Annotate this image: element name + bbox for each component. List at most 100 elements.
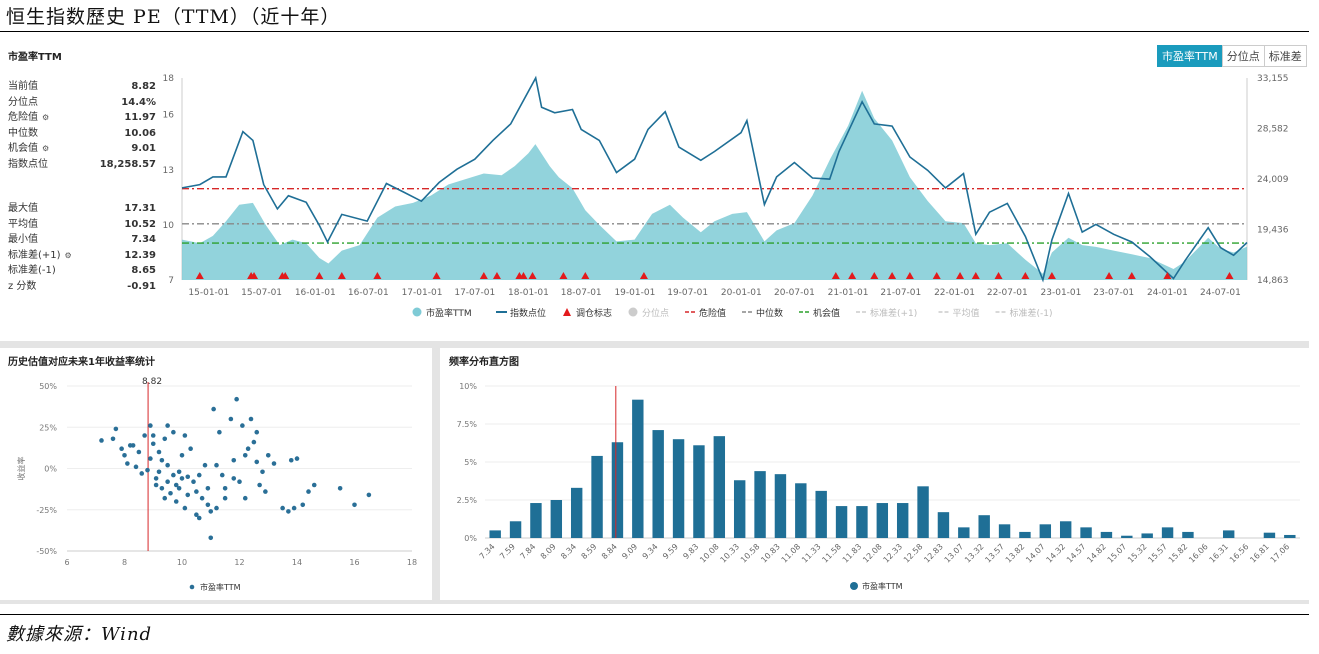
- x-tick-label: 14.57: [1065, 542, 1088, 565]
- stat-value: 11.97: [124, 112, 156, 123]
- x-tick-label: 10.33: [719, 542, 742, 565]
- settings-icon[interactable]: ⚙: [42, 113, 50, 122]
- scatter-point: [196, 472, 202, 478]
- view-toggle: 市盈率TTM 分位点 标准差: [1157, 45, 1307, 67]
- legend-label: 指数点位: [510, 307, 546, 319]
- histogram-bar: [1182, 531, 1194, 538]
- legend-label: 危险值: [699, 307, 726, 319]
- rebalance-marker: [1127, 272, 1136, 279]
- panel-divider: [432, 341, 440, 603]
- x-tick-label: 14.07: [1024, 542, 1047, 565]
- scatter-point: [366, 492, 372, 498]
- y-axis-title: 收益率: [16, 457, 26, 481]
- x-tick-label: 14: [292, 558, 302, 567]
- scatter-point: [156, 449, 162, 455]
- settings-icon[interactable]: ⚙: [42, 144, 50, 153]
- stats-summary: 当前值 8.82 分位点 14.4% 危险值 ⚙ 11.97 中位数 10.06 机会值 ⚙ 9.01…: [8, 79, 156, 172]
- histogram-bar: [1141, 533, 1153, 538]
- pe-history-chart: 18 16 13 10 7 33,155 28,582 24,009 19,436 14,863 1…: [163, 74, 1289, 319]
- y-tick-label: 5%: [464, 458, 477, 467]
- scatter-point: [173, 499, 179, 504]
- histogram-bar: [896, 503, 909, 538]
- scatter-point: [179, 453, 185, 458]
- scatter-point: [280, 505, 285, 511]
- x-tick-label: 8.09: [539, 542, 558, 561]
- stat-label: 当前值: [8, 81, 38, 92]
- scatter-point: [159, 457, 165, 463]
- stat-value: 8.82: [131, 81, 156, 92]
- x-tick-label: 10.83: [759, 542, 782, 565]
- x-tick-label: 16-07-01: [348, 288, 389, 298]
- scatter-point: [194, 489, 199, 494]
- scatter-point: [263, 489, 268, 494]
- legend-label: 标准差(-1): [1010, 307, 1053, 319]
- histogram-bar: [1019, 531, 1031, 538]
- scatter-point: [237, 479, 242, 484]
- x-tick-label: 11.83: [841, 542, 864, 565]
- frequency-histogram: 10% 7.5% 5% 2.5% 0%7.34 7.59 7.84 8.09 8.34 8.59 8…: [457, 382, 1300, 591]
- scatter-point: [194, 512, 199, 517]
- x-tick-label: 23-01-01: [1041, 288, 1082, 298]
- x-tick-label: 11.58: [820, 542, 843, 565]
- stat-value: 18,258.57: [99, 158, 156, 170]
- stat-value: 7.34: [131, 234, 156, 245]
- x-tick-label: 23-07-01: [1093, 288, 1134, 298]
- stats-distribution: 最大值 17.31 平均值 10.52 最小值 7.34 标准差(+1) ⚙ 12.39 标准差(…: [8, 201, 156, 294]
- scatter-point: [113, 426, 119, 432]
- rebalance-marker: [479, 272, 488, 279]
- histogram-bar: [978, 515, 990, 538]
- toggle-percentile[interactable]: 分位点: [1221, 45, 1265, 67]
- scatter-point: [352, 502, 357, 508]
- rebalance-marker: [492, 272, 501, 279]
- x-tick-label: 7.84: [518, 542, 537, 561]
- x-tick-label: 7.59: [498, 542, 517, 561]
- legend-swatch: [189, 584, 195, 590]
- scatter-point: [202, 462, 208, 468]
- stat-value: 17.31: [124, 203, 156, 214]
- stat-row: 指数点位 18,258.57: [8, 157, 156, 173]
- scatter-point: [231, 476, 237, 481]
- left-tick-label: 16: [163, 111, 175, 121]
- x-tick-label: 8.84: [600, 542, 619, 561]
- page-title: 恒生指数歷史 PE（TTM）（近十年）: [6, 6, 341, 28]
- rebalance-marker: [1021, 272, 1030, 279]
- legend-label: 市盈率TTM: [200, 582, 241, 592]
- rebalance-marker: [315, 272, 324, 279]
- scatter-point: [242, 453, 248, 458]
- x-tick-label: 21-07-01: [880, 288, 921, 298]
- stat-label: z 分数: [8, 280, 37, 292]
- stat-row: z 分数 -0.91: [8, 279, 156, 295]
- histogram-bar: [1284, 534, 1296, 538]
- x-tick-label: 13.07: [943, 542, 966, 565]
- scatter-point: [182, 433, 188, 438]
- rebalance-marker: [956, 272, 965, 279]
- y-tick-label: 25%: [39, 423, 57, 432]
- y-tick-label: 0%: [44, 465, 57, 474]
- right-tick-label: 28,582: [1257, 125, 1289, 135]
- stat-label: 标准差(+1) ⚙: [8, 249, 72, 261]
- scatter-point: [234, 396, 239, 402]
- rebalance-marker: [1047, 272, 1056, 279]
- scatter-point: [208, 535, 214, 541]
- scatter-point: [245, 446, 251, 451]
- legend-swatch: [412, 307, 422, 317]
- scatter-point: [142, 433, 147, 438]
- stat-value: 10.52: [124, 218, 156, 230]
- rebalance-marker: [559, 272, 568, 279]
- x-tick-label: 6: [64, 558, 69, 567]
- settings-icon[interactable]: ⚙: [64, 250, 72, 260]
- scatter-point: [222, 495, 228, 501]
- panel-bottom-bar: [0, 600, 1309, 604]
- rebalance-marker: [337, 272, 346, 279]
- right-panel-bar: [440, 341, 1309, 348]
- histogram-bar: [1121, 535, 1133, 538]
- x-tick-label: 18-01-01: [508, 288, 549, 298]
- x-tick-label: 22-01-01: [934, 288, 975, 298]
- y-tick-label: 7.5%: [457, 420, 478, 429]
- histogram-bar: [1039, 524, 1052, 538]
- scatter-point: [150, 433, 156, 438]
- toggle-pe[interactable]: 市盈率TTM: [1157, 45, 1223, 67]
- scatter-point: [110, 436, 116, 442]
- stat-row: 分位点 14.4%: [8, 95, 156, 111]
- toggle-stddev[interactable]: 标准差: [1263, 45, 1307, 67]
